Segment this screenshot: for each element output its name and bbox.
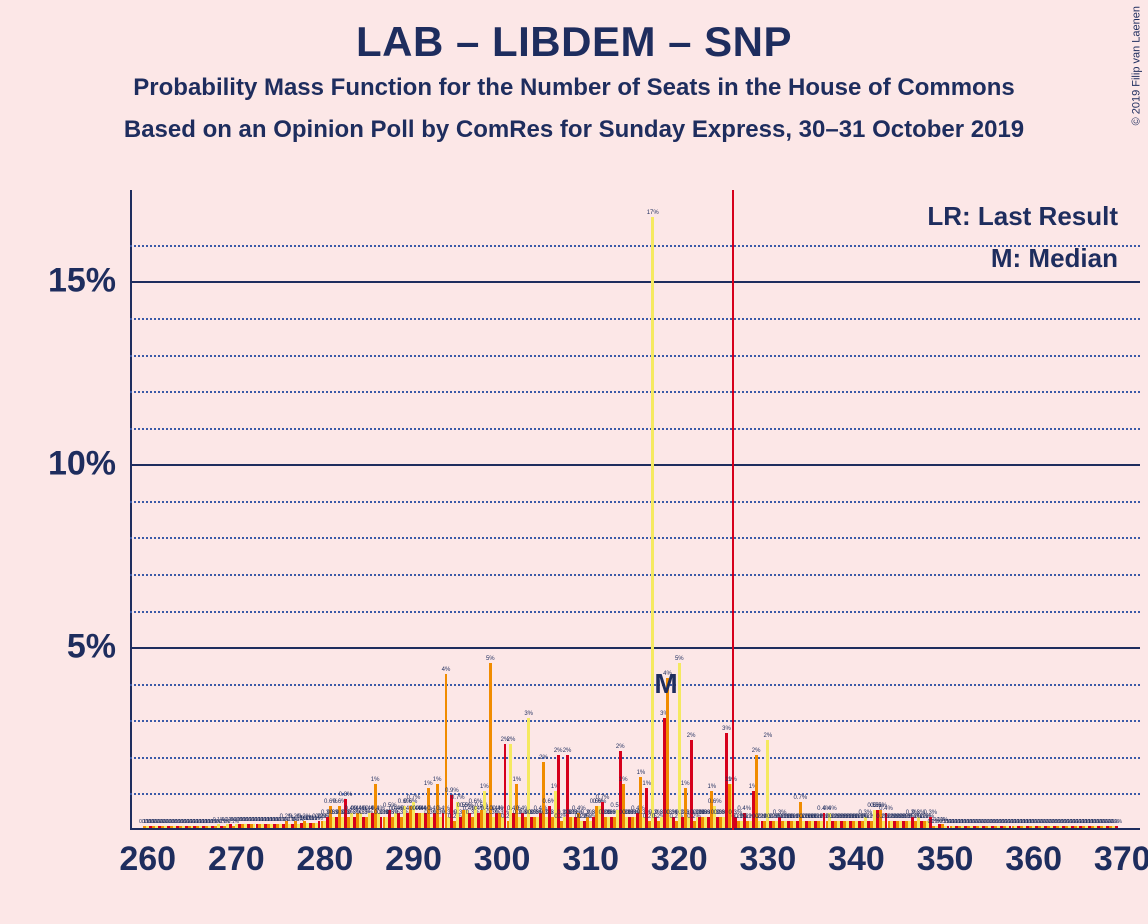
chart-subtitle-2: Based on an Opinion Poll by ComRes for S… (0, 116, 1148, 144)
grid-minor (130, 318, 1140, 320)
bar-value-label: 1% (433, 777, 442, 783)
bar-value-label: 0.7% (596, 795, 610, 801)
bar-value-label: 0.4% (737, 806, 751, 812)
x-tick-label: 310 (562, 840, 619, 879)
chart-subtitle-1: Probability Mass Function for the Number… (0, 74, 1148, 102)
grid-minor (130, 574, 1140, 576)
bar-red: 0.1% (1115, 826, 1118, 828)
chart-container: LR: Last Result M: Median 5%10%15%260270… (60, 190, 1140, 890)
grid-minor (130, 537, 1140, 539)
x-tick-label: 320 (651, 840, 708, 879)
grid-major (130, 281, 1140, 283)
grid-major (130, 647, 1140, 649)
bar-value-label: 1% (513, 777, 522, 783)
bar-value-label: 5% (486, 656, 495, 662)
bar-value-label: 1% (619, 777, 628, 783)
bar-value-label: 1% (681, 781, 690, 787)
grid-minor (130, 611, 1140, 613)
bar-value-label: 0.4% (823, 806, 837, 812)
bar-value-label: 2% (616, 744, 625, 750)
bar-value-label: 1% (707, 784, 716, 790)
legend: LR: Last Result M: Median (927, 196, 1118, 279)
grid-minor (130, 245, 1140, 247)
x-tick-label: 270 (208, 840, 265, 879)
legend-last-result: LR: Last Result (927, 196, 1118, 238)
grid-major (130, 464, 1140, 466)
bar-value-label: 0.4% (879, 806, 893, 812)
grid-minor (130, 355, 1140, 357)
x-tick-label: 370 (1094, 840, 1148, 879)
last-result-line (732, 190, 734, 830)
x-axis (130, 828, 1140, 830)
bar-orange: 4% (666, 678, 669, 828)
bar-value-label: 1% (424, 781, 433, 787)
x-tick-label: 350 (917, 840, 974, 879)
bar-value-label: 2% (752, 748, 761, 754)
bar-orange: 5% (489, 663, 492, 828)
bar-value-label: 2% (687, 733, 696, 739)
bar-value-label: 2% (764, 733, 773, 739)
y-tick-label: 5% (67, 628, 116, 667)
grid-minor (130, 757, 1140, 759)
x-tick-label: 290 (385, 840, 442, 879)
plot-area: LR: Last Result M: Median 5%10%15%260270… (130, 190, 1140, 830)
bar-value-label: 0.7% (407, 795, 421, 801)
bar-value-label: 0.7% (794, 795, 808, 801)
bar-yellow: 17% (651, 217, 654, 828)
grid-minor (130, 684, 1140, 686)
legend-median: M: Median (927, 238, 1118, 280)
grid-minor (130, 428, 1140, 430)
bar-value-label: 4% (442, 667, 451, 673)
grid-minor (130, 501, 1140, 503)
bar-value-label: 3% (524, 711, 533, 717)
y-tick-label: 10% (48, 445, 116, 484)
bar-value-label: 5% (675, 656, 684, 662)
bar-value-label: 2% (539, 755, 548, 761)
grid-minor (130, 793, 1140, 795)
x-tick-label: 300 (474, 840, 531, 879)
bar-value-label: 2% (507, 737, 516, 743)
bar-value-label: 0.9% (445, 788, 459, 794)
bar-yellow: 5% (678, 663, 681, 828)
bar-value-label: 2% (554, 748, 563, 754)
x-tick-label: 360 (1005, 840, 1062, 879)
bar-value-label: 17% (647, 210, 659, 216)
bar-value-label: 0.3% (923, 810, 937, 816)
y-tick-label: 15% (48, 262, 116, 301)
bar-value-label: 1% (637, 770, 646, 776)
bar-value-label: 2% (563, 748, 572, 754)
bar-orange: 4% (445, 674, 448, 828)
bar-value-label: 0.1% (1111, 820, 1122, 825)
bar-value-label: 1% (642, 781, 651, 787)
x-tick-label: 260 (119, 840, 176, 879)
chart-title: LAB – LIBDEM – SNP (0, 0, 1148, 66)
x-tick-label: 280 (297, 840, 354, 879)
grid-minor (130, 391, 1140, 393)
x-tick-label: 340 (828, 840, 885, 879)
bar-value-label: 3% (722, 726, 731, 732)
x-tick-label: 330 (740, 840, 797, 879)
y-axis (130, 190, 132, 830)
copyright-text: © 2019 Filip van Laenen (1130, 6, 1142, 125)
bar-value-label: 0.7% (451, 795, 465, 801)
bar-value-label: 0.8% (339, 792, 353, 798)
bar-value-label: 1% (480, 784, 489, 790)
grid-minor (130, 720, 1140, 722)
median-marker: M (654, 668, 677, 700)
bar-value-label: 0.6% (708, 799, 722, 805)
bar-value-label: 1% (371, 777, 380, 783)
